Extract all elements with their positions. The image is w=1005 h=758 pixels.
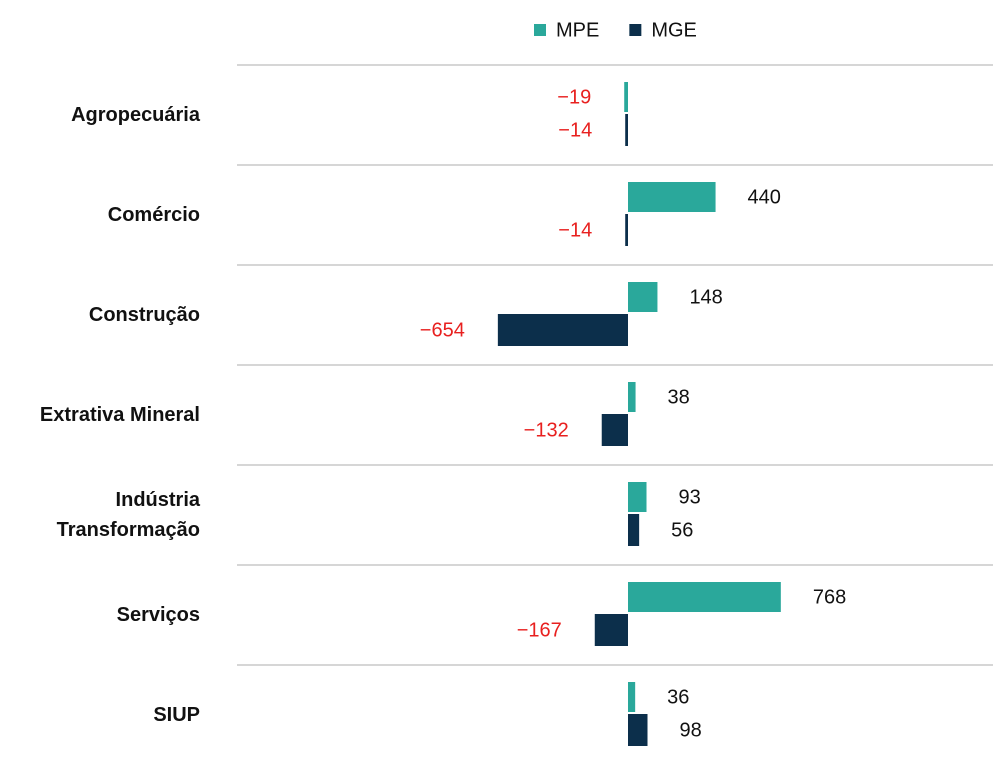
value-label: 768 (813, 586, 846, 608)
value-label: −654 (420, 319, 465, 341)
legend-swatch (629, 24, 642, 36)
bar (628, 582, 781, 612)
value-label: 56 (671, 519, 693, 541)
bar (594, 614, 628, 646)
category-label: Construção (88, 304, 200, 326)
bar (628, 682, 636, 712)
value-label: −132 (524, 419, 569, 441)
value-label: 38 (668, 386, 690, 408)
bar (628, 514, 640, 546)
value-label: −167 (517, 619, 562, 641)
value-label: 36 (667, 686, 689, 708)
legend-swatch (534, 24, 546, 36)
bar (497, 314, 628, 346)
legend-label: MPE (556, 19, 599, 41)
bar (625, 114, 628, 146)
legend-label: MGE (651, 19, 697, 41)
value-label: 93 (679, 486, 701, 508)
bar (628, 482, 647, 512)
bar (624, 82, 628, 112)
value-label: −14 (558, 119, 592, 141)
value-label: −14 (558, 219, 592, 241)
category-label: Comércio (107, 204, 200, 226)
bar (628, 182, 716, 212)
bar (628, 282, 658, 312)
bar (628, 382, 636, 412)
category-label: Agropecuária (71, 104, 200, 126)
value-label: 98 (680, 719, 702, 741)
bar (625, 214, 628, 246)
category-label: SIUP (153, 704, 200, 726)
category-label: Indústria Transformação (56, 489, 200, 541)
value-label: 148 (689, 286, 722, 308)
category-label: Serviços (116, 604, 200, 626)
bar (628, 714, 648, 746)
value-label: 440 (748, 186, 781, 208)
bar (601, 414, 628, 446)
category-label: Extrativa Mineral (39, 404, 200, 426)
value-label: −19 (557, 86, 591, 108)
